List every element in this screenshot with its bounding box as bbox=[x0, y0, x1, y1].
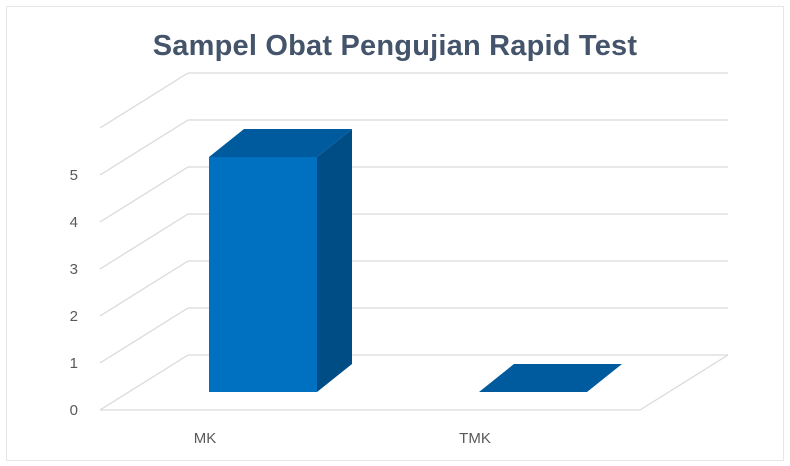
gridline-side bbox=[99, 72, 189, 129]
y-tick-label: 4 bbox=[70, 214, 78, 231]
chart-frame bbox=[6, 6, 784, 461]
x-axis-ticks: MK TMK bbox=[194, 430, 491, 447]
x-tick-label: MK bbox=[194, 430, 217, 447]
bar-front bbox=[209, 157, 317, 392]
bar-layer bbox=[209, 129, 622, 392]
gridline-floor-right bbox=[639, 354, 729, 411]
gridline-side bbox=[99, 307, 189, 364]
bar-mk bbox=[209, 129, 352, 392]
gridline-side bbox=[99, 213, 189, 270]
chart-title: Sampel Obat Pengujian Rapid Test bbox=[152, 30, 638, 62]
bar-side bbox=[317, 129, 352, 392]
bar-top bbox=[209, 129, 352, 157]
y-tick-label: 1 bbox=[70, 355, 78, 372]
y-tick-label: 5 bbox=[70, 167, 78, 184]
gridline-side bbox=[99, 354, 189, 411]
bar-tmk bbox=[479, 364, 622, 392]
grid-layer bbox=[99, 72, 729, 411]
y-tick-label: 0 bbox=[70, 402, 78, 419]
bar-top bbox=[479, 364, 622, 392]
gridline-side bbox=[99, 119, 189, 176]
gridline-side bbox=[99, 166, 189, 223]
y-tick-label: 3 bbox=[70, 261, 78, 278]
y-axis-ticks: 0 1 2 3 4 5 bbox=[70, 167, 78, 419]
y-tick-label: 2 bbox=[70, 308, 78, 325]
gridline-side bbox=[99, 260, 189, 317]
x-tick-label: TMK bbox=[459, 430, 491, 447]
